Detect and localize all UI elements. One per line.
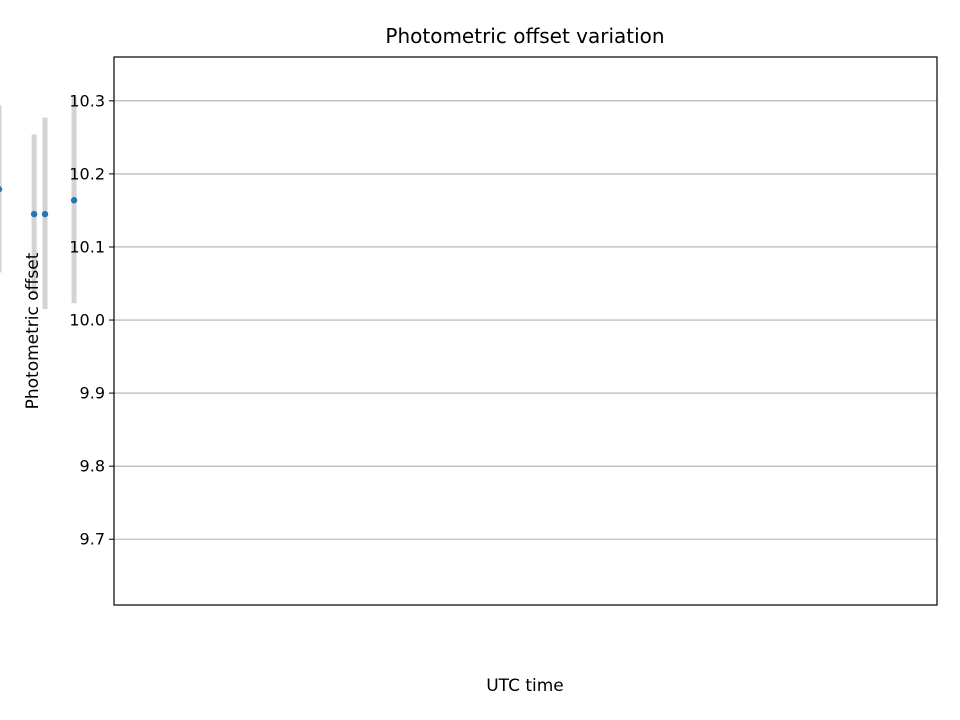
y-tick-label: 10.0 xyxy=(69,311,105,330)
y-tick-label: 9.8 xyxy=(80,457,105,476)
data-points xyxy=(0,186,78,218)
data-point xyxy=(0,186,3,193)
y-tick-label: 10.1 xyxy=(69,237,105,256)
x-axis-title: UTC time xyxy=(486,676,564,696)
data-point xyxy=(30,210,38,218)
chart-title: Photometric offset variation xyxy=(385,24,664,48)
y-tick-label: 9.7 xyxy=(80,530,105,549)
y-axis-title: Photometric offset xyxy=(23,252,43,409)
data-point xyxy=(70,197,78,204)
grid xyxy=(114,100,937,540)
y-tick-label: 10.2 xyxy=(69,164,105,183)
y-tick-label: 9.9 xyxy=(80,384,105,403)
data-point xyxy=(41,210,49,218)
plot-frame xyxy=(113,56,938,606)
y-tick-label: 10.3 xyxy=(69,91,105,110)
y-axis: 9.7 9.8 9.9 10.0 10.1 10.2 10.3 xyxy=(69,91,114,549)
